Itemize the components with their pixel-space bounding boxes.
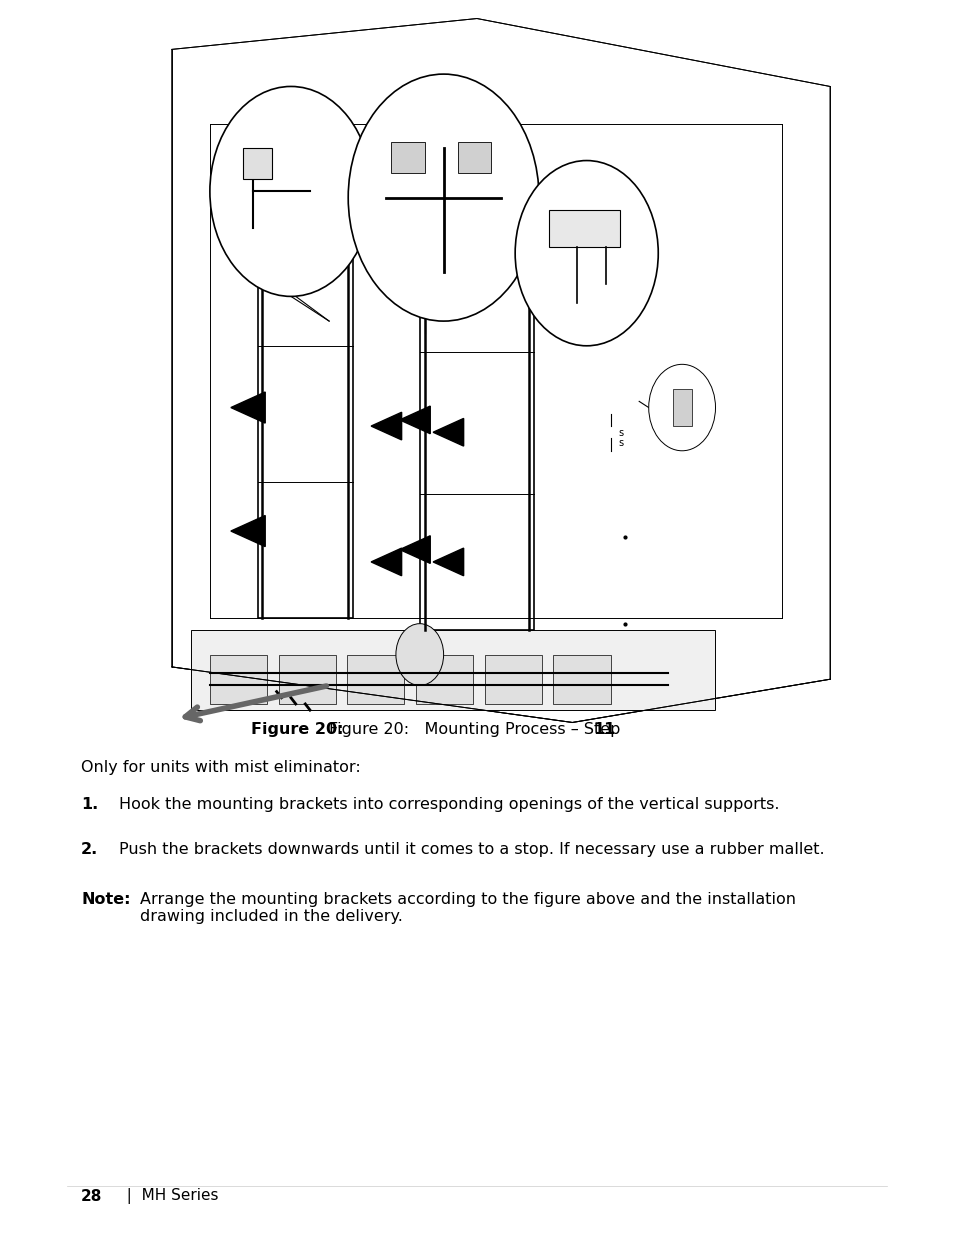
Text: 1.: 1. <box>81 797 98 811</box>
Polygon shape <box>399 246 430 273</box>
Polygon shape <box>231 515 265 547</box>
Bar <box>210 655 267 704</box>
Text: Figure 20:: Figure 20: <box>252 722 343 737</box>
Text: 11: 11 <box>593 722 615 737</box>
Polygon shape <box>433 548 463 576</box>
Bar <box>457 142 491 173</box>
Polygon shape <box>231 231 265 263</box>
Text: Figure 20:   Mounting Process – Step: Figure 20: Mounting Process – Step <box>329 722 624 737</box>
Text: s: s <box>618 429 622 438</box>
Polygon shape <box>433 419 463 446</box>
Bar <box>419 173 534 630</box>
Text: Arrange the mounting brackets according to the figure above and the installation: Arrange the mounting brackets according … <box>140 892 796 924</box>
Circle shape <box>648 364 715 451</box>
Polygon shape <box>399 406 430 433</box>
Text: |  MH Series: | MH Series <box>117 1188 218 1204</box>
Bar <box>484 655 541 704</box>
Polygon shape <box>371 548 401 576</box>
Bar <box>416 655 473 704</box>
Bar <box>191 630 715 710</box>
Text: 28: 28 <box>81 1189 102 1204</box>
Circle shape <box>348 74 538 321</box>
Polygon shape <box>371 412 401 440</box>
Circle shape <box>210 86 372 296</box>
Bar <box>672 389 691 426</box>
Text: Push the brackets downwards until it comes to a stop. If necessary use a rubber : Push the brackets downwards until it com… <box>119 842 824 857</box>
Polygon shape <box>231 391 265 424</box>
Text: s: s <box>618 438 622 448</box>
Polygon shape <box>371 258 401 285</box>
Text: Only for units with mist eliminator:: Only for units with mist eliminator: <box>81 760 360 774</box>
Bar <box>347 655 404 704</box>
Text: Note:: Note: <box>81 892 131 906</box>
Bar <box>278 655 335 704</box>
Bar <box>548 210 619 247</box>
Polygon shape <box>433 258 463 285</box>
Polygon shape <box>399 536 430 563</box>
Text: Hook the mounting brackets into corresponding openings of the vertical supports.: Hook the mounting brackets into correspo… <box>119 797 779 811</box>
Text: 2.: 2. <box>81 842 98 857</box>
Bar <box>391 142 424 173</box>
Bar <box>243 148 272 179</box>
Circle shape <box>515 161 658 346</box>
Bar <box>553 655 610 704</box>
Bar <box>257 161 353 618</box>
Circle shape <box>395 624 443 685</box>
